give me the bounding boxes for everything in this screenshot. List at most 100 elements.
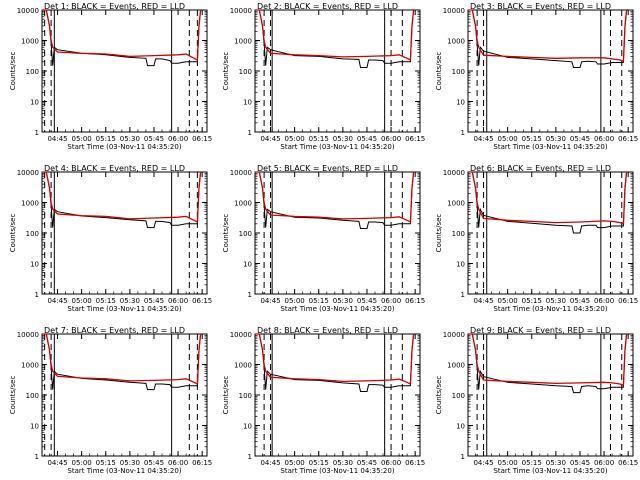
- y-tick-label: 10: [30, 261, 39, 269]
- x-tick-label: 06:15: [618, 135, 638, 143]
- x-tick-label: 05:00: [285, 459, 305, 467]
- x-tick-label: 05:30: [333, 297, 353, 305]
- y-tick-label: 1: [461, 129, 465, 137]
- plot-frame: [254, 9, 421, 133]
- chart-panel-6: Det 6: BLACK = Events, RED = LLD 1 10 100 10…: [435, 164, 638, 313]
- chart-panel-5: Det 5: BLACK = Events, RED = LLD 1 10 100 10…: [222, 164, 425, 313]
- lld-series-line: [255, 9, 415, 62]
- y-axis-label: Counts/sec: [435, 52, 443, 91]
- y-tick-label: 1000: [21, 38, 39, 46]
- x-axis-label: Start Time (03-Nov-11 04:35:20): [67, 143, 181, 151]
- y-axis-label: Counts/sec: [9, 52, 17, 91]
- x-tick-label: 04:45: [473, 459, 493, 467]
- x-tick-label: 05:15: [309, 459, 329, 467]
- x-tick-label: 06:00: [381, 297, 401, 305]
- lld-series-line: [42, 9, 202, 62]
- y-tick-label: 1000: [447, 200, 465, 208]
- x-tick-label: 06:15: [405, 459, 425, 467]
- y-tick-label: 1000: [21, 200, 39, 208]
- y-tick-label: 100: [452, 230, 465, 238]
- lld-series-line: [468, 171, 628, 225]
- y-tick-label: 1000: [447, 362, 465, 370]
- x-tick-label: 05:30: [546, 297, 566, 305]
- x-tick-label: 06:15: [618, 459, 638, 467]
- chart-panel-9: Det 9: BLACK = Events, RED = LLD 1 10 100 10…: [435, 326, 638, 475]
- events-series-line: [42, 171, 202, 229]
- y-tick-label: 100: [239, 230, 252, 238]
- plot-frame: [41, 333, 208, 457]
- x-tick-label: 06:00: [168, 297, 188, 305]
- x-tick-label: 05:00: [72, 297, 92, 305]
- y-axis-label: Counts/sec: [9, 376, 17, 415]
- y-tick-label: 100: [452, 392, 465, 400]
- chart-title: Det 7: BLACK = Events, RED = LLD: [44, 326, 185, 335]
- x-tick-label: 04:45: [47, 459, 67, 467]
- x-tick-label: 06:15: [405, 135, 425, 143]
- x-tick-label: 05:45: [570, 297, 590, 305]
- y-tick-label: 100: [452, 68, 465, 76]
- y-tick-label: 1000: [447, 38, 465, 46]
- x-tick-label: 05:30: [120, 135, 140, 143]
- x-tick-label: 06:00: [594, 459, 614, 467]
- x-tick-label: 06:00: [594, 135, 614, 143]
- x-tick-label: 05:00: [498, 297, 518, 305]
- chart-panel-8: Det 8: BLACK = Events, RED = LLD 1 10 100 10…: [222, 326, 425, 475]
- x-tick-label: 05:45: [570, 135, 590, 143]
- x-tick-label: 05:45: [144, 459, 164, 467]
- chart-title: Det 1: BLACK = Events, RED = LLD: [44, 2, 185, 11]
- events-series-line: [42, 9, 202, 67]
- y-tick-label: 1000: [21, 362, 39, 370]
- chart-title: Det 2: BLACK = Events, RED = LLD: [257, 2, 398, 11]
- x-tick-label: 06:00: [594, 297, 614, 305]
- y-tick-label: 1: [461, 291, 465, 299]
- chart-title: Det 9: BLACK = Events, RED = LLD: [470, 326, 611, 335]
- x-tick-label: 05:30: [120, 297, 140, 305]
- x-tick-label: 05:30: [546, 459, 566, 467]
- x-tick-label: 06:15: [405, 297, 425, 305]
- y-axis-label: Counts/sec: [222, 214, 230, 253]
- events-series-line: [255, 333, 415, 392]
- x-tick-label: 04:45: [473, 135, 493, 143]
- x-tick-label: 05:15: [96, 297, 116, 305]
- chart-title: Det 6: BLACK = Events, RED = LLD: [470, 164, 611, 173]
- lld-series-line: [468, 333, 628, 387]
- plot-frame: [467, 333, 634, 457]
- x-axis-label: Start Time (03-Nov-11 04:35:20): [280, 143, 394, 151]
- x-tick-label: 05:45: [357, 297, 377, 305]
- x-tick-label: 05:00: [285, 297, 305, 305]
- x-tick-label: 05:00: [285, 135, 305, 143]
- chart-title: Det 8: BLACK = Events, RED = LLD: [257, 326, 398, 335]
- x-tick-label: 05:30: [333, 459, 353, 467]
- plot-frame: [467, 9, 634, 133]
- y-axis-label: Counts/sec: [222, 376, 230, 415]
- y-tick-label: 10000: [17, 169, 39, 177]
- y-tick-label: 100: [26, 230, 39, 238]
- y-tick-label: 10000: [230, 7, 252, 15]
- y-tick-label: 10: [30, 99, 39, 107]
- x-tick-label: 06:15: [192, 459, 212, 467]
- y-tick-label: 10000: [230, 169, 252, 177]
- x-tick-label: 04:45: [260, 135, 280, 143]
- x-tick-label: 06:15: [192, 297, 212, 305]
- x-tick-label: 05:45: [144, 135, 164, 143]
- y-tick-label: 1: [461, 453, 465, 461]
- x-tick-label: 05:30: [120, 459, 140, 467]
- events-series-line: [468, 171, 628, 234]
- x-axis-label: Start Time (03-Nov-11 04:35:20): [67, 467, 181, 475]
- x-axis-label: Start Time (03-Nov-11 04:35:20): [280, 305, 394, 313]
- events-series-line: [255, 9, 415, 68]
- chart-panel-3: Det 3: BLACK = Events, RED = LLD 1 10 100 10…: [435, 2, 638, 151]
- chart-title: Det 5: BLACK = Events, RED = LLD: [257, 164, 398, 173]
- lld-series-line: [255, 171, 415, 224]
- y-tick-label: 100: [26, 392, 39, 400]
- x-tick-label: 04:45: [260, 459, 280, 467]
- y-tick-label: 10000: [17, 7, 39, 15]
- x-tick-label: 04:45: [260, 297, 280, 305]
- y-tick-label: 1: [35, 291, 39, 299]
- y-tick-label: 10: [456, 423, 465, 431]
- events-series-line: [42, 333, 202, 391]
- y-tick-label: 100: [239, 392, 252, 400]
- x-tick-label: 05:45: [144, 297, 164, 305]
- y-tick-label: 1000: [234, 38, 252, 46]
